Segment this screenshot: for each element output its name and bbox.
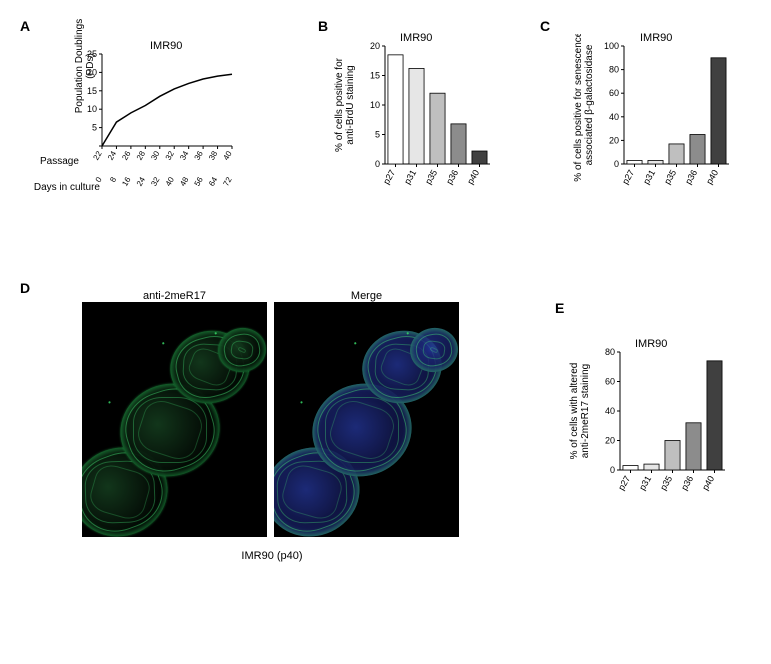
svg-text:22: 22: [91, 149, 104, 162]
micrograph-anti-2mer17: [82, 302, 267, 537]
panel-a-line-chart: IMR90 Population Doublings (PDs) 5101520…: [40, 40, 260, 210]
svg-text:p35: p35: [423, 168, 439, 186]
panel-c-bar-chart: IMR90 0 20 40 60 80 100 p27 p31 p35 p36 p40 % of ce…: [552, 34, 752, 224]
svg-text:30: 30: [149, 149, 162, 162]
svg-text:20: 20: [370, 41, 380, 51]
svg-text:0: 0: [375, 159, 380, 169]
svg-text:5: 5: [375, 130, 380, 140]
panel-e-title: IMR90: [635, 338, 667, 350]
panel-d-left-label: anti-2meR17: [82, 290, 267, 302]
panel-a-label: A: [20, 18, 30, 34]
svg-text:56: 56: [193, 175, 206, 188]
svg-text:24: 24: [106, 149, 119, 162]
svg-text:20: 20: [609, 135, 619, 145]
svg-text:8: 8: [108, 175, 118, 184]
svg-text:p36: p36: [679, 474, 695, 492]
svg-text:p40: p40: [700, 474, 716, 492]
panel-c-svg: 0 20 40 60 80 100 p27 p31 p35 p36 p40 % of cells po…: [552, 34, 752, 224]
panel-c-title: IMR90: [640, 32, 672, 44]
svg-text:0: 0: [610, 465, 615, 475]
svg-text:p27: p27: [381, 168, 397, 186]
svg-text:40: 40: [609, 112, 619, 122]
panel-b-title: IMR90: [400, 32, 432, 44]
svg-text:p35: p35: [658, 474, 674, 492]
panel-a-xlabel-passage: Passage: [40, 156, 79, 167]
svg-text:% of cells with alteredanti-2m: % of cells with alteredanti-2meR17 stain…: [569, 363, 591, 460]
svg-text:80: 80: [605, 347, 615, 357]
svg-text:16: 16: [120, 175, 133, 188]
panel-b-bar-chart: IMR90 0 5 10 15 20 p27 p31 p35 p36 p40 % of cells …: [330, 34, 510, 224]
svg-text:60: 60: [609, 88, 619, 98]
svg-text:% of cells positive for senesc: % of cells positive for senescence-assoc…: [573, 34, 595, 182]
svg-text:p31: p31: [641, 168, 657, 186]
svg-text:100: 100: [604, 41, 619, 51]
panel-c-label: C: [540, 18, 550, 34]
svg-text:15: 15: [370, 71, 380, 81]
svg-text:60: 60: [605, 377, 615, 387]
micrograph-merge: [274, 302, 459, 537]
svg-text:p31: p31: [402, 168, 418, 186]
svg-text:p27: p27: [620, 168, 636, 186]
panel-b-svg: 0 5 10 15 20 p27 p31 p35 p36 p40 % of cells positi…: [330, 34, 510, 224]
svg-text:p35: p35: [662, 168, 678, 186]
svg-text:80: 80: [609, 65, 619, 75]
svg-text:p36: p36: [683, 168, 699, 186]
svg-text:15: 15: [87, 86, 97, 96]
svg-text:24: 24: [135, 175, 148, 188]
svg-text:48: 48: [178, 175, 191, 188]
panel-a-xlabel-days: Days in culture: [10, 182, 100, 193]
svg-text:72: 72: [221, 175, 234, 188]
svg-text:5: 5: [92, 123, 97, 133]
panel-d-label: D: [20, 280, 30, 296]
svg-text:28: 28: [135, 149, 148, 162]
panel-e-svg: 0 20 40 60 80 p27 p31 p35 p36 p40 % of cells with …: [565, 340, 745, 540]
svg-text:38: 38: [207, 149, 220, 162]
svg-text:% of cells positive foranti-Br: % of cells positive foranti-BrdU stainin…: [334, 57, 356, 152]
svg-text:p31: p31: [637, 474, 653, 492]
svg-text:0: 0: [614, 159, 619, 169]
svg-text:p27: p27: [616, 474, 632, 492]
panel-d-caption: IMR90 (p40): [212, 550, 332, 562]
svg-text:40: 40: [605, 406, 615, 416]
panel-b-label: B: [318, 18, 328, 34]
svg-text:10: 10: [87, 104, 97, 114]
svg-text:25: 25: [87, 49, 97, 59]
panel-d-right-label: Merge: [274, 290, 459, 302]
svg-text:36: 36: [193, 149, 206, 162]
svg-text:26: 26: [120, 149, 133, 162]
svg-text:p40: p40: [465, 168, 481, 186]
svg-text:20: 20: [87, 67, 97, 77]
svg-text:p40: p40: [704, 168, 720, 186]
svg-text:10: 10: [370, 100, 380, 110]
svg-text:32: 32: [164, 149, 177, 162]
svg-text:32: 32: [149, 175, 162, 188]
svg-text:40: 40: [164, 175, 177, 188]
panel-e-bar-chart: IMR90 0 20 40 60 80 p27 p31 p35 p36 p40 % of cells…: [565, 340, 745, 540]
svg-text:40: 40: [221, 149, 234, 162]
svg-text:64: 64: [207, 175, 220, 188]
panel-e-label: E: [555, 300, 564, 316]
svg-text:20: 20: [605, 436, 615, 446]
svg-text:p36: p36: [444, 168, 460, 186]
svg-text:34: 34: [178, 149, 191, 162]
